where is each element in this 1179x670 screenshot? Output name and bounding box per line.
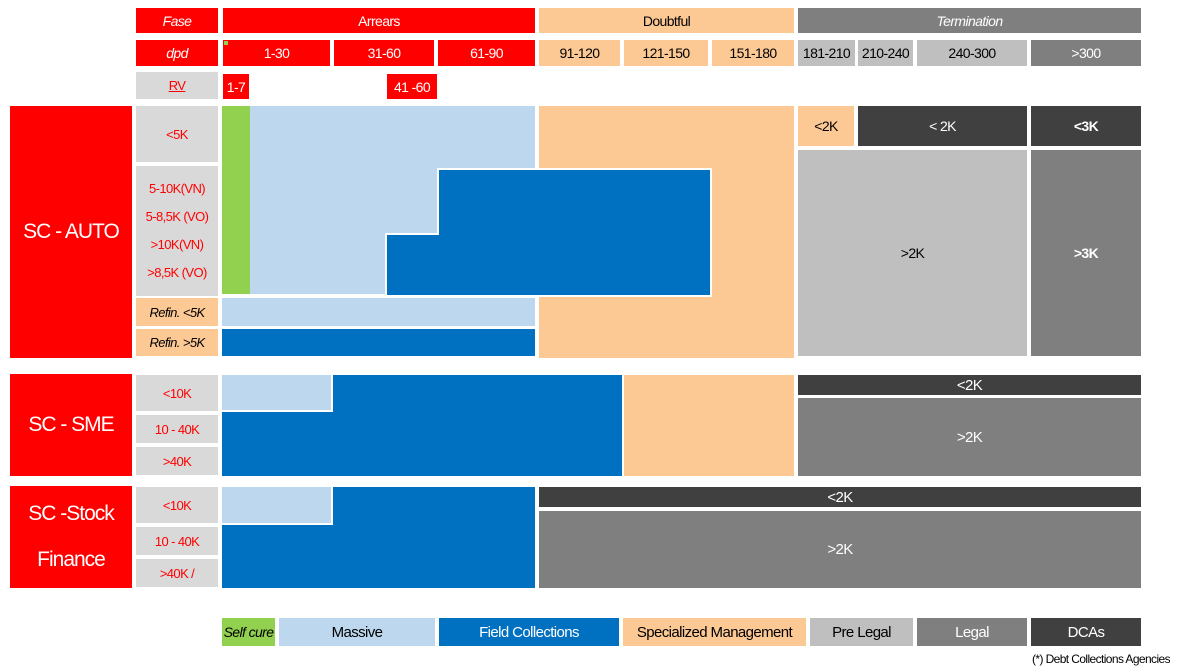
- segment-auto-refin-lt5k: Refin. <5K: [136, 298, 218, 326]
- segment-sme-10-40k: 10 - 40K: [136, 415, 218, 443]
- dpd-range-7: 181-210: [798, 40, 855, 66]
- legend-self-cure: Self cure: [222, 618, 275, 646]
- legend-massive: Massive: [279, 618, 435, 646]
- segment-stock-gt40k: >40K /: [136, 559, 218, 587]
- segment-sme-gt40k: >40K: [136, 447, 218, 475]
- segment-stock-lt10k: <10K: [136, 487, 218, 523]
- dpd-range-6: 151-180: [712, 40, 794, 66]
- segment-auto-mid: 5-10K(VN) 5-8,5K (VO) >10K(VN) >8,5K (VO…: [136, 166, 218, 296]
- dpd-range-8: 210-240: [858, 40, 913, 66]
- rv-label: RV: [168, 78, 186, 93]
- legend-specialized-management: Specialized Management: [623, 618, 806, 646]
- legend-field-collections: Field Collections: [439, 618, 619, 646]
- section-sc-stock-finance: SC -Stock Finance: [10, 486, 132, 588]
- dpd-range-3: 61-90: [438, 40, 535, 66]
- segment-sme-lt10k: <10K: [136, 375, 218, 411]
- dpd-range-4: 91-120: [539, 40, 620, 66]
- dpd-range-5: 121-150: [624, 40, 708, 66]
- header-dpd: dpd: [136, 40, 218, 66]
- header-doubtful: Doubtful: [539, 8, 794, 33]
- segment-auto-5-10k-vn: 5-10K(VN): [148, 181, 206, 196]
- segment-auto-gt10k-vn: >10K(VN): [150, 237, 204, 252]
- segment-auto-refin-gt5k: Refin. >5K: [136, 329, 218, 356]
- auto-lt3k: <3K: [1031, 106, 1141, 146]
- sme-lt2k-dcas: <2K: [798, 375, 1141, 395]
- stock-lt2k-dcas: <2K: [539, 487, 1141, 507]
- segment-auto-gt85k-vo: >8,5K (VO): [147, 265, 207, 280]
- auto-gt2k-prelegal: >2K: [798, 150, 1027, 356]
- section-stock-line1: SC -Stock: [28, 502, 115, 525]
- footnote: (*) Debt Collections Agencies: [1031, 652, 1170, 666]
- auto-gt3k-legal: >3K: [1031, 150, 1141, 356]
- auto-self-cure-area: [222, 106, 250, 294]
- auto-field-area-lower: [385, 233, 439, 295]
- rv-range-1: 1-7: [223, 74, 249, 99]
- auto-refin-massive: [222, 298, 535, 326]
- header-fase: Fase: [136, 8, 218, 33]
- section-sc-sme: SC - SME: [10, 374, 132, 476]
- rv-range-2: 41 -60: [387, 74, 437, 99]
- self-cure-marker: [224, 41, 228, 45]
- segment-stock-10-40k: 10 - 40K: [136, 527, 218, 555]
- section-stock-line2: Finance: [37, 548, 106, 571]
- auto-field-area-upper: [437, 168, 712, 297]
- auto-lt2k-a: <2K: [798, 106, 854, 146]
- legend-pre-legal: Pre Legal: [810, 618, 913, 646]
- legend-legal: Legal: [917, 618, 1027, 646]
- dpd-range-1: 1-30: [223, 40, 330, 66]
- segment-auto-5-85k-vo: 5-8,5K (VO): [145, 209, 209, 224]
- section-sc-auto: SC - AUTO: [10, 106, 132, 358]
- dpd-range-2: 31-60: [334, 40, 434, 66]
- sme-gt2k-legal: >2K: [798, 398, 1141, 476]
- header-arrears: Arrears: [223, 8, 535, 33]
- segment-auto-lt5k: <5K: [136, 106, 218, 162]
- sme-specialized-area: [624, 375, 794, 476]
- stock-massive-area: [222, 487, 333, 525]
- legend-dcas: DCAs: [1031, 618, 1141, 646]
- sme-massive-area: [222, 375, 333, 412]
- dpd-range-9: 240-300: [917, 40, 1027, 66]
- auto-lt2k-b: < 2K: [858, 106, 1027, 146]
- stock-gt2k-legal: >2K: [539, 511, 1141, 588]
- auto-refin-field: [222, 329, 535, 356]
- header-rv: RV: [136, 72, 218, 99]
- dpd-range-10: >300: [1031, 40, 1141, 66]
- header-termination: Termination: [798, 8, 1141, 33]
